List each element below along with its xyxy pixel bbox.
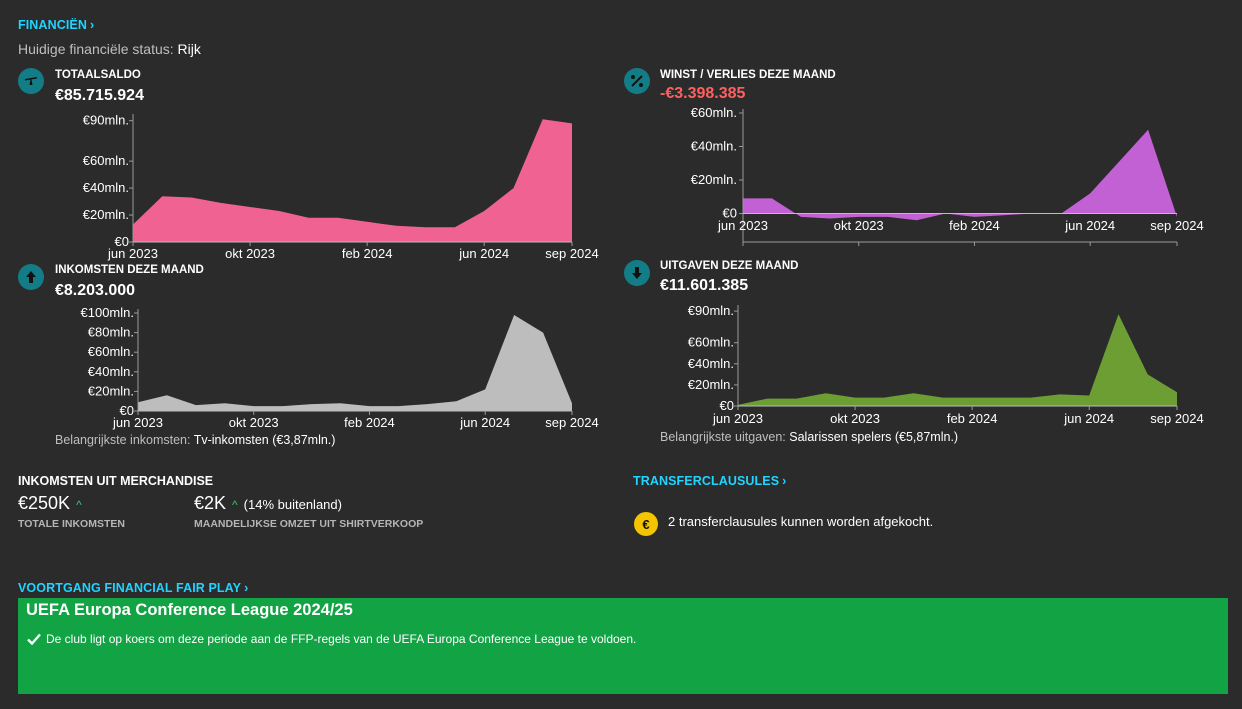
- note-label: Belangrijkste inkomsten:: [55, 433, 191, 447]
- expenses-main-note: Belangrijkste uitgaven: Salarissen spele…: [660, 430, 958, 444]
- chart-title: WINST / VERLIES DEZE MAAND: [660, 69, 836, 81]
- x-tick-label: feb 2024: [947, 411, 998, 426]
- x-tick-label: okt 2023: [225, 246, 275, 261]
- x-tick-label: sep 2024: [1150, 411, 1204, 426]
- ffp-message-text: De club ligt op koers om deze periode aa…: [46, 632, 637, 646]
- y-tick-label: €20mln.: [688, 377, 734, 392]
- x-tick-label: feb 2024: [342, 246, 393, 261]
- series-area: [743, 129, 1177, 221]
- series-area: [133, 119, 572, 242]
- chart-value: €8.203.000: [55, 282, 136, 299]
- y-tick-label: €40mln.: [691, 139, 737, 154]
- x-tick-label: feb 2024: [949, 218, 1000, 233]
- y-tick-label: €0: [120, 403, 134, 418]
- checkmark-icon: [27, 633, 41, 646]
- y-tick-label: €80mln.: [88, 325, 134, 340]
- y-tick-label: €90mln.: [83, 113, 129, 128]
- chart-title: TOTAALSALDO: [55, 69, 141, 81]
- merch-total-label: TOTALE INKOMSTEN: [18, 518, 125, 530]
- y-tick-label: €60mln.: [83, 153, 129, 168]
- y-tick-label: €20mln.: [83, 207, 129, 222]
- y-tick-label: €0: [115, 234, 129, 249]
- chart-value: €11.601.385: [660, 277, 749, 294]
- series-area: [138, 315, 572, 411]
- arrow-down-icon: [624, 260, 650, 286]
- x-tick-label: okt 2023: [830, 411, 880, 426]
- merch-monthly-value: €2K: [194, 493, 227, 513]
- merch-monthly-label: MAANDELIJKSE OMZET UIT SHIRTVERKOOP: [194, 518, 424, 530]
- y-tick-label: €20mln.: [88, 383, 134, 398]
- y-tick-label: €40mln.: [88, 364, 134, 379]
- note-label: Belangrijkste uitgaven:: [660, 430, 786, 444]
- merch-monthly-pct: (14% buitenland): [243, 497, 342, 512]
- percent-icon: [624, 68, 650, 94]
- note-value: Tv-inkomsten (€3,87mln.): [193, 433, 336, 447]
- finances-header-label: FINANCIËN: [18, 18, 87, 32]
- x-tick-label: jun 2023: [112, 415, 163, 430]
- x-tick-label: jun 2023: [712, 411, 763, 426]
- financial-status: Huidige financiële status: Rijk: [18, 41, 201, 57]
- transfer-clauses-label: TRANSFERCLAUSULES: [633, 474, 780, 488]
- chart-value: -€3.398.385: [660, 85, 746, 102]
- financial-status-label: Huidige financiële status:: [18, 41, 174, 57]
- x-tick-label: sep 2024: [545, 415, 599, 430]
- y-tick-label: €60mln.: [688, 335, 734, 350]
- trend-up-icon: ^: [232, 498, 238, 512]
- chevron-right-icon: ›: [89, 18, 95, 32]
- x-tick-label: jun 2024: [1064, 218, 1115, 233]
- euro-coin-icon: €: [634, 512, 658, 536]
- y-tick-label: €90mln.: [688, 303, 734, 318]
- x-tick-label: jun 2023: [107, 246, 158, 261]
- merch-total: €250K ^: [18, 493, 82, 514]
- financial-status-value: Rijk: [177, 41, 201, 57]
- chart-title: INKOMSTEN DEZE MAAND: [55, 264, 204, 276]
- y-tick-label: €60mln.: [691, 105, 737, 120]
- y-tick-label: €40mln.: [688, 356, 734, 371]
- finances-header-link[interactable]: FINANCIËN ›: [18, 18, 94, 32]
- x-tick-label: jun 2024: [1063, 411, 1114, 426]
- merch-total-value: €250K: [18, 493, 71, 513]
- ffp-message: De club ligt op koers om deze periode aa…: [27, 632, 636, 646]
- y-tick-label: €0: [723, 206, 737, 221]
- series-area: [738, 314, 1177, 406]
- x-tick-label: feb 2024: [344, 415, 395, 430]
- x-tick-label: okt 2023: [229, 415, 279, 430]
- ffp-progress-label: VOORTGANG FINANCIAL FAIR PLAY: [18, 581, 242, 595]
- y-tick-label: €20mln.: [691, 172, 737, 187]
- ffp-progress-link[interactable]: VOORTGANG FINANCIAL FAIR PLAY ›: [18, 581, 248, 595]
- merch-monthly: €2K ^ (14% buitenland): [194, 493, 342, 514]
- x-tick-label: sep 2024: [545, 246, 599, 261]
- arrow-up-icon: [18, 264, 44, 290]
- chevron-right-icon: ›: [782, 474, 787, 488]
- x-tick-label: jun 2023: [717, 218, 768, 233]
- x-tick-label: okt 2023: [834, 218, 884, 233]
- transfer-clauses-text: 2 transferclausules kunnen worden afgeko…: [668, 514, 934, 529]
- trend-up-icon: ^: [76, 498, 82, 512]
- income-main-note: Belangrijkste inkomsten: Tv-inkomsten (€…: [55, 433, 335, 447]
- y-tick-label: €0: [720, 398, 734, 413]
- merch-title: INKOMSTEN UIT MERCHANDISE: [18, 474, 214, 488]
- y-tick-label: €40mln.: [83, 180, 129, 195]
- x-tick-label: jun 2024: [459, 415, 510, 430]
- balance-scale-icon: [18, 68, 44, 94]
- ffp-competition: UEFA Europa Conference League 2024/25: [26, 601, 353, 619]
- note-value: Salarissen spelers (€5,87mln.): [789, 430, 959, 444]
- y-tick-label: €100mln.: [81, 305, 134, 320]
- x-tick-label: jun 2024: [458, 246, 509, 261]
- x-tick-label: sep 2024: [1150, 218, 1204, 233]
- y-tick-label: €60mln.: [88, 344, 134, 359]
- chevron-right-icon: ›: [244, 581, 249, 595]
- chart-value: €85.715.924: [55, 87, 144, 104]
- ffp-status-panel: UEFA Europa Conference League 2024/25 De…: [18, 598, 1228, 694]
- chart-title: UITGAVEN DEZE MAAND: [660, 260, 799, 272]
- transfer-clauses-link[interactable]: TRANSFERCLAUSULES ›: [633, 474, 786, 488]
